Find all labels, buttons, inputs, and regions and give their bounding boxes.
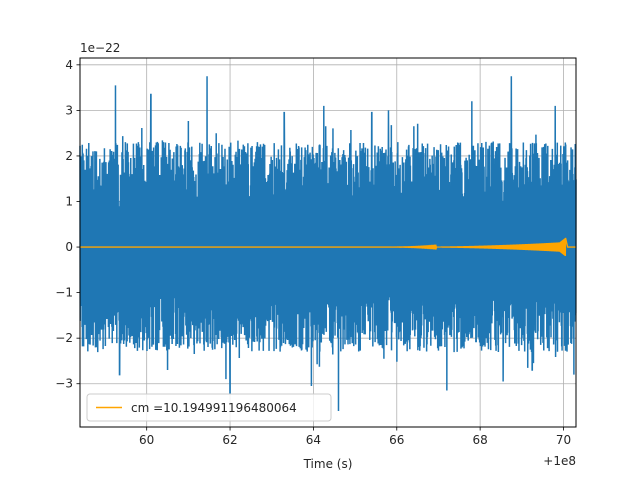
x-axis-label: Time (s): [303, 457, 353, 471]
y-tick-label: 2: [65, 149, 73, 163]
y-tick-label: 4: [65, 58, 73, 72]
y-tick-label: 3: [65, 103, 73, 117]
template-series-line: [80, 237, 576, 257]
y-tick-label: −1: [55, 286, 73, 300]
x-tick-label: 62: [222, 433, 237, 447]
x-tick-label: 60: [139, 433, 154, 447]
x-tick-label: 70: [556, 433, 571, 447]
x-axis-ticks: 60 62 64 66 68 70: [139, 427, 571, 447]
legend: cm =10.194991196480064: [86, 393, 332, 422]
x-tick-label: 66: [389, 433, 404, 447]
template-series: [80, 237, 576, 257]
y-tick-label: 0: [65, 240, 73, 254]
y-axis-ticks: −3 −2 −1 0 1 2 3 4: [55, 58, 80, 391]
y-tick-label: −3: [55, 377, 73, 391]
y-tick-label: 1: [65, 195, 73, 209]
x-tick-label: 64: [306, 433, 321, 447]
plot-frame: [79, 57, 577, 428]
x-offset-label: +1e8: [543, 454, 576, 468]
legend-label-template: cm =10.194991196480064: [131, 401, 297, 415]
y-scale-label: 1e−22: [80, 41, 120, 55]
legend-box: [86, 393, 332, 422]
x-tick-label: 68: [472, 433, 487, 447]
y-tick-label: −2: [55, 331, 73, 345]
